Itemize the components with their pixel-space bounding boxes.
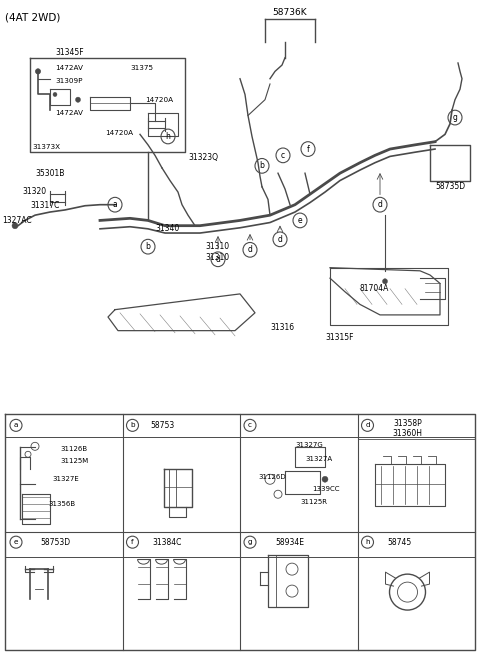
Circle shape [322,476,328,482]
Circle shape [36,69,40,74]
Text: 31360H: 31360H [393,429,422,438]
Text: f: f [307,145,310,153]
Text: 31327E: 31327E [52,476,79,482]
Text: 31373X: 31373X [32,144,60,150]
Text: b: b [145,242,150,251]
Text: d: d [378,200,383,209]
Circle shape [75,97,81,102]
Text: 1339CC: 1339CC [312,486,339,493]
Circle shape [53,92,57,96]
Text: 58745: 58745 [387,538,412,547]
Text: (4AT 2WD): (4AT 2WD) [5,12,60,22]
Text: 31125R: 31125R [300,499,327,505]
Text: 58736K: 58736K [273,9,307,18]
Text: 31384C: 31384C [153,538,182,547]
Text: e: e [298,216,302,225]
Text: 58753: 58753 [150,421,175,430]
Text: 31327A: 31327A [305,457,332,462]
Text: d: d [365,422,370,428]
Text: h: h [365,539,370,545]
Text: 31309P: 31309P [55,78,83,84]
Circle shape [383,278,387,284]
Text: 1327AC: 1327AC [2,216,32,225]
Text: 31315F: 31315F [326,333,354,343]
Text: g: g [453,113,457,122]
Text: a: a [113,200,118,209]
Text: 31340: 31340 [155,224,179,233]
Text: b: b [260,161,264,170]
Text: 31316: 31316 [270,323,294,332]
Text: 31356B: 31356B [48,501,75,507]
Text: 35301B: 35301B [35,169,64,178]
Text: d: d [216,255,220,264]
Text: 14720A: 14720A [145,97,173,103]
Text: 31310: 31310 [205,253,229,261]
Circle shape [12,223,18,229]
Text: d: d [277,235,282,244]
Text: 31358P: 31358P [393,419,422,428]
Text: g: g [248,539,252,545]
Text: 31126B: 31126B [60,446,87,453]
Text: b: b [130,422,135,428]
Text: 58735D: 58735D [435,182,465,191]
Text: 31323Q: 31323Q [188,153,218,162]
Text: 58753D: 58753D [40,538,70,547]
Text: 31125M: 31125M [60,458,88,464]
Text: 31310: 31310 [205,242,229,251]
Text: d: d [248,246,252,254]
Text: a: a [14,422,18,428]
Text: 81704A: 81704A [360,284,389,293]
Text: 1472AV: 1472AV [55,66,83,71]
Text: 31126D: 31126D [258,474,286,480]
Text: 31327G: 31327G [295,442,323,448]
Text: f: f [131,539,134,545]
Text: h: h [166,132,170,141]
Text: 58934E: 58934E [275,538,304,547]
Text: 14720A: 14720A [105,130,133,136]
Text: 31320: 31320 [22,187,46,196]
Text: c: c [281,151,285,160]
Text: 31345F: 31345F [56,48,84,57]
Text: e: e [14,539,18,545]
Text: 31317C: 31317C [30,201,60,210]
Text: 1472AV: 1472AV [55,110,83,117]
Text: 31375: 31375 [130,66,153,71]
Text: c: c [248,422,252,428]
